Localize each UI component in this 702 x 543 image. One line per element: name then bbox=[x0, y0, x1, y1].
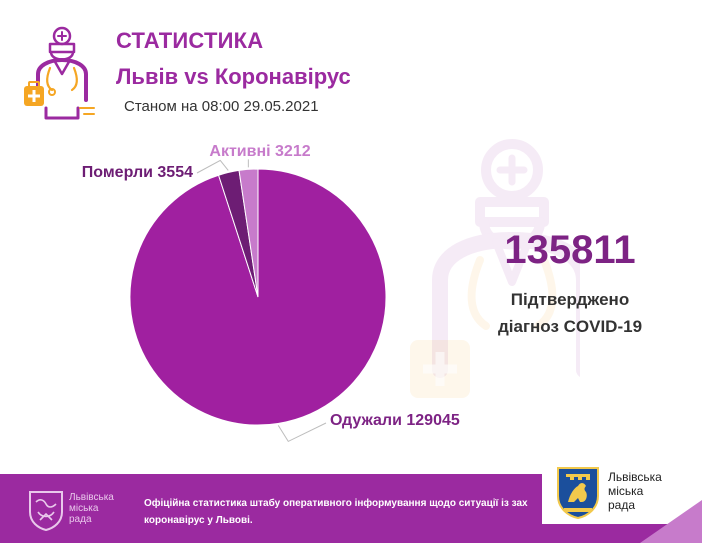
footer-description: Офіційна статистика штабу оперативного і… bbox=[144, 498, 528, 526]
footer-brand-text: Львівська міська рада bbox=[608, 470, 662, 512]
data-label-2: Померли 3554 bbox=[82, 164, 193, 181]
pie-slice-3 bbox=[238, 168, 259, 298]
confirmed-caption: Підтверджено діагноз COVID-19 bbox=[470, 286, 670, 340]
footer-logo-text: Львівська міська рада bbox=[69, 492, 114, 525]
pie-chart: Одужали 129045 Померли 3554 Активні 3212 bbox=[82, 143, 460, 443]
confirmed-caption-line1: Підтверджено bbox=[510, 290, 630, 309]
page-title: СТАТИСТИКА bbox=[116, 28, 264, 53]
leader-line-1 bbox=[277, 422, 327, 443]
lion-coat-of-arms-icon bbox=[557, 467, 599, 520]
footer-corner-decoration bbox=[640, 500, 702, 543]
city-council-emblem-icon bbox=[29, 491, 63, 532]
page-subtitle: Львів vs Коронавірус bbox=[116, 64, 351, 89]
doctor-watermark-icon bbox=[410, 139, 580, 398]
data-label-3: Активні 3212 bbox=[209, 143, 310, 160]
confirmed-count: 135811 bbox=[504, 228, 636, 272]
data-label-1: Одужали 129045 bbox=[330, 412, 460, 429]
as-of-date: Станом на 08:00 29.05.2021 bbox=[124, 98, 319, 115]
leader-line-2 bbox=[196, 159, 229, 174]
doctor-icon bbox=[24, 26, 95, 120]
confirmed-caption-line2: діагноз COVID-19 bbox=[497, 317, 643, 336]
